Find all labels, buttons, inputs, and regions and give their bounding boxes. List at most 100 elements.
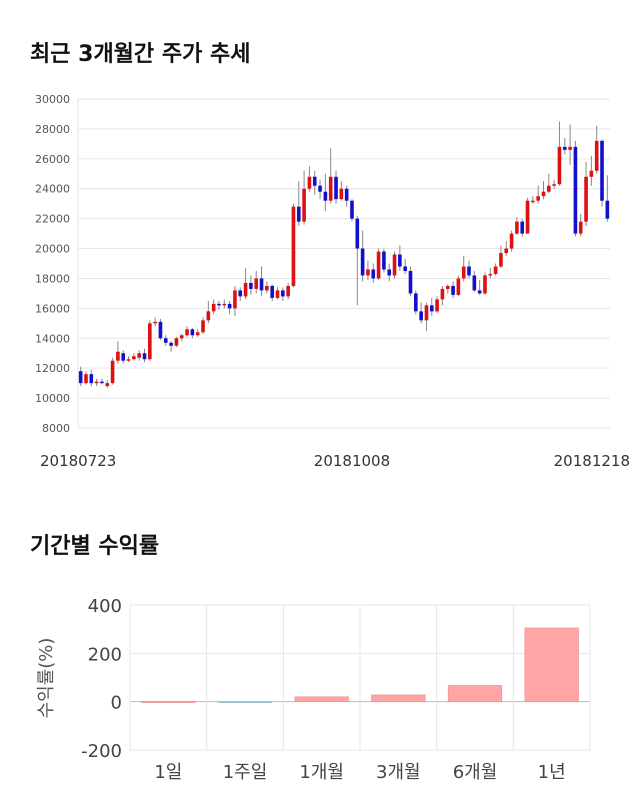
candle-body [398, 254, 402, 267]
candle-body [600, 140, 604, 201]
candle-body [334, 176, 338, 200]
candle-body [323, 191, 328, 201]
candle-body [110, 360, 115, 384]
candle-body [355, 218, 360, 249]
candle-body [137, 353, 141, 358]
returns-bar [524, 627, 579, 702]
candle-body [142, 353, 147, 360]
candle-body [531, 200, 535, 203]
price-y-tick-label: 18000 [35, 272, 70, 285]
candle-body [392, 254, 397, 276]
candlestick-chart: 8000 10000 12000 14000 16000 18000 20000 22000 2… [35, 93, 630, 470]
candle-body [318, 185, 322, 192]
candle-body [483, 275, 487, 294]
candle-body [408, 270, 413, 294]
candle-body [179, 335, 184, 339]
candle-body [291, 206, 296, 286]
price-y-tick-label: 16000 [35, 302, 70, 315]
returns-x-tick-label: 6개월 [453, 762, 498, 783]
candle-body [254, 278, 259, 289]
candle-body [376, 251, 381, 279]
candle-body [132, 356, 136, 360]
candle-body [419, 311, 423, 321]
candle-body [520, 221, 525, 234]
candle-body [477, 290, 482, 294]
returns-x-tick-label: 1개월 [299, 762, 344, 783]
candle-body [499, 253, 503, 267]
candle-body [366, 269, 370, 276]
candle-body [461, 266, 466, 279]
candle-body [440, 288, 445, 300]
candle-body [238, 290, 243, 297]
candle-body [249, 282, 253, 289]
candle-body [467, 266, 471, 276]
price-x-tick-label: 20181218 [554, 452, 630, 470]
candle-body [350, 200, 354, 219]
returns-y-tick-label: 0 [111, 693, 122, 714]
candle-body [116, 351, 120, 361]
candle-body [371, 269, 376, 279]
returns-x-tick-label: 3개월 [376, 762, 421, 783]
candle-body [270, 285, 274, 298]
candle-body [84, 374, 88, 384]
candle-body [286, 285, 290, 297]
candle-body [594, 140, 599, 171]
candle-body [243, 282, 248, 297]
price-y-tick-label: 8000 [42, 422, 70, 435]
candle-body [281, 290, 285, 297]
candle-body [547, 185, 551, 192]
price-x-tick-label: 20181008 [314, 452, 390, 470]
candle-body [100, 381, 104, 384]
candle-body [403, 266, 407, 271]
candle-body [387, 269, 392, 276]
candle-body [493, 266, 498, 274]
price-y-tick-label: 22000 [35, 213, 70, 226]
candle-body [259, 278, 264, 291]
candle-body [414, 293, 418, 312]
candle-body [504, 248, 509, 254]
price-y-tick-label: 28000 [35, 123, 70, 136]
returns-x-tick-label: 1일 [154, 762, 182, 783]
candle-body [339, 188, 344, 200]
price-trend-title: 최근 3개월간 주가 추세 [30, 42, 251, 67]
candle-body [584, 176, 588, 222]
candle-body [233, 290, 237, 309]
candle-body [195, 332, 200, 336]
candle-body [605, 200, 610, 219]
price-y-tick-label: 12000 [35, 362, 70, 375]
candle-body [217, 303, 221, 306]
candle-body [488, 273, 493, 276]
candle-body [562, 146, 567, 150]
candle-body [105, 383, 110, 387]
candle-body [94, 381, 99, 384]
returns-y-tick-label: -200 [81, 741, 122, 762]
candle-body [451, 285, 455, 295]
candle-body [435, 299, 439, 312]
candle-body [552, 184, 556, 186]
candle-body [472, 275, 477, 291]
candle-body [328, 176, 333, 201]
price-y-tick-label: 26000 [35, 153, 70, 166]
candle-body [557, 146, 562, 185]
price-y-tick-label: 10000 [35, 392, 70, 405]
candle-body [169, 342, 173, 346]
returns-bar [141, 701, 196, 703]
candle-body [206, 311, 211, 321]
price-y-tick-label: 30000 [35, 93, 70, 106]
returns-bar [371, 694, 426, 702]
candle-body [536, 196, 540, 201]
candle-body [541, 191, 546, 197]
returns-bar [294, 696, 349, 702]
candle-body [302, 188, 306, 222]
candle-body [589, 170, 594, 177]
candle-body [515, 221, 519, 234]
price-y-tick-label: 14000 [35, 332, 70, 345]
candle-body [568, 146, 572, 150]
candle-body [360, 248, 365, 276]
candle-body [185, 329, 189, 336]
candle-body [445, 285, 450, 289]
candle-body [307, 176, 312, 189]
returns-bar [217, 701, 273, 703]
price-x-tick-label: 20180723 [40, 452, 116, 470]
